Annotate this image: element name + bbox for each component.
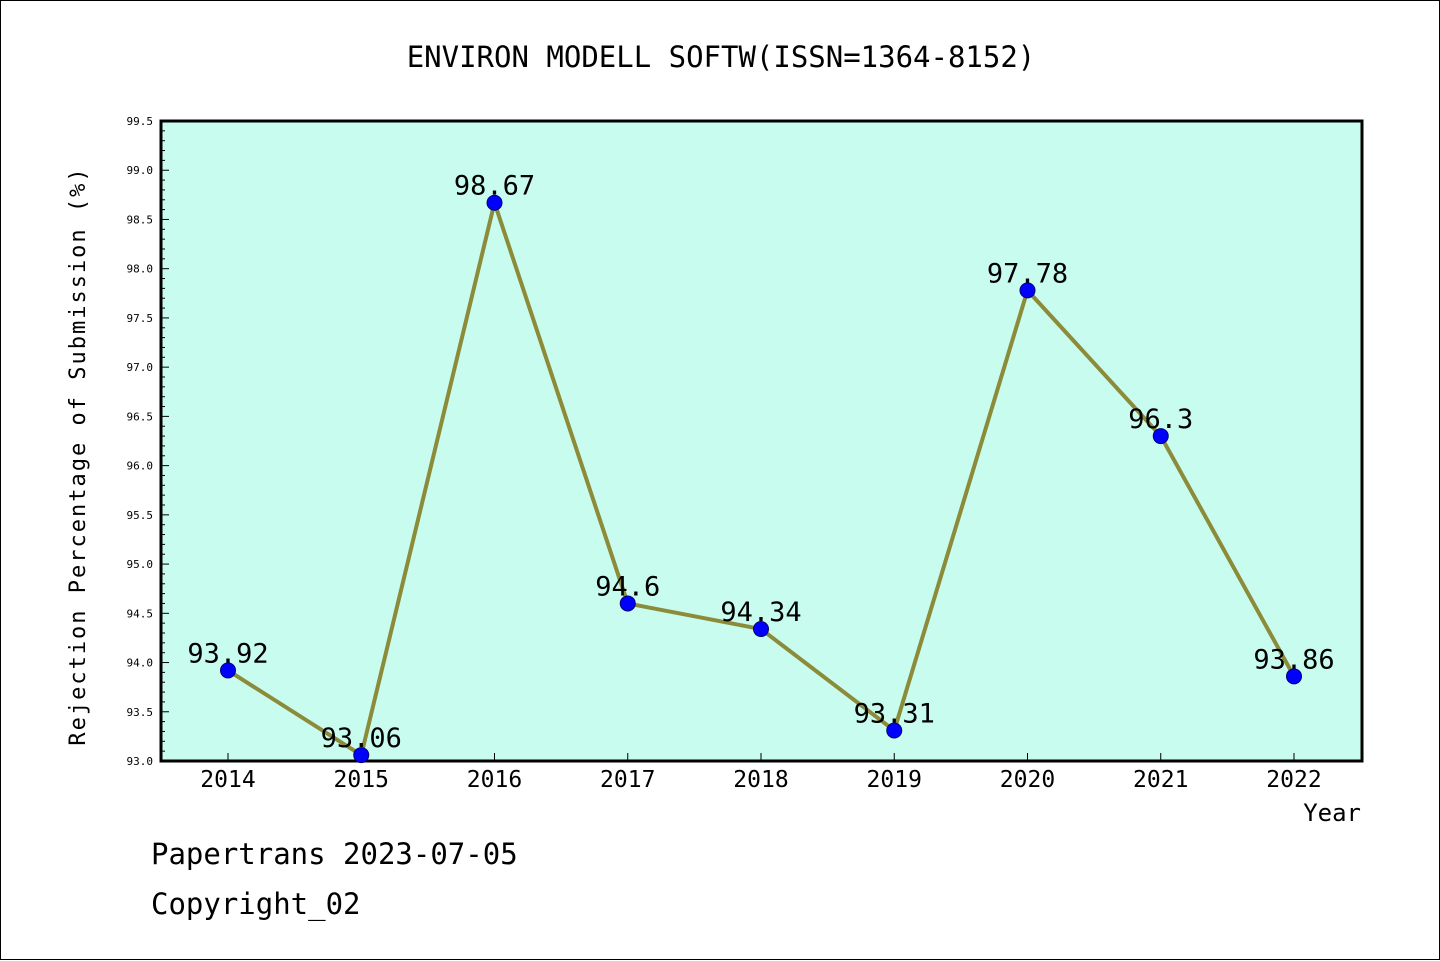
data-point-marker [220, 662, 236, 679]
series-markers [220, 194, 1302, 764]
y-axis-label: Rejection Percentage of Submission (%) [66, 166, 91, 745]
footer-date-text: Papertrans 2023-07-05 [151, 837, 518, 871]
data-label: 96.3 [1128, 404, 1193, 435]
y-tick-label: 94.5 [127, 607, 154, 620]
y-tick-label: 99.0 [127, 164, 154, 177]
data-label: 94.34 [720, 597, 801, 628]
data-label: 93.06 [321, 723, 402, 754]
y-tick-label: 98.0 [127, 263, 154, 276]
x-tick-label: 2018 [733, 767, 788, 793]
x-axis-label: Year [1303, 799, 1361, 827]
x-tick-label: 2016 [467, 767, 522, 793]
data-point-marker [1152, 428, 1169, 445]
footer-copyright-text: Copyright_02 [151, 887, 361, 921]
y-tick-label: 93.0 [127, 755, 154, 768]
data-label: 93.86 [1253, 644, 1334, 675]
data-point-marker [753, 621, 769, 638]
data-point-marker [1019, 282, 1036, 299]
data-point-marker [1286, 668, 1302, 685]
y-tick-label: 96.5 [127, 410, 154, 423]
data-label: 94.6 [595, 571, 660, 602]
y-tick-label: 95.5 [127, 509, 154, 522]
y-tick-label: 98.5 [127, 213, 154, 226]
data-label: 98.67 [454, 171, 535, 202]
data-point-marker [886, 722, 903, 739]
y-tick-label: 97.5 [127, 312, 154, 325]
x-tick-label: 2017 [600, 767, 655, 793]
data-point-marker [619, 595, 636, 612]
x-tick-label: 2020 [1000, 767, 1055, 793]
x-tick-label: 2015 [334, 767, 389, 793]
data-label: 93.92 [187, 638, 268, 669]
data-point-marker [486, 194, 503, 211]
data-label: 97.78 [987, 258, 1068, 289]
data-point-marker [353, 747, 370, 764]
x-axis-ticks: 2014 2015 2016 2017 2018 2019 2020 2021 2022 [200, 753, 1322, 793]
plot-area [159, 119, 1364, 763]
data-labels: 93.92 93.06 98.67 94.6 94.34 93.31 97.78 96.3 93… [187, 171, 1334, 754]
y-tick-label: 99.5 [127, 115, 154, 128]
y-tick-label: 94.0 [127, 657, 154, 670]
x-tick-label: 2022 [1266, 767, 1321, 793]
x-tick-label: 2021 [1133, 767, 1188, 793]
y-axis-ticks: 93.0 93.5 94.0 94.5 95.0 95.5 96.0 96.5 97.0 97.5… [127, 115, 169, 768]
y-tick-label: 96.0 [127, 460, 154, 473]
data-label: 93.31 [854, 698, 935, 729]
chart-title: ENVIRON MODELL SOFTW(ISSN=1364-8152) [407, 40, 1036, 74]
y-tick-label: 95.0 [127, 558, 154, 571]
y-tick-label: 97.0 [127, 361, 154, 374]
x-tick-label: 2019 [867, 767, 922, 793]
y-tick-label: 93.5 [127, 706, 154, 719]
x-tick-label: 2014 [200, 767, 255, 793]
